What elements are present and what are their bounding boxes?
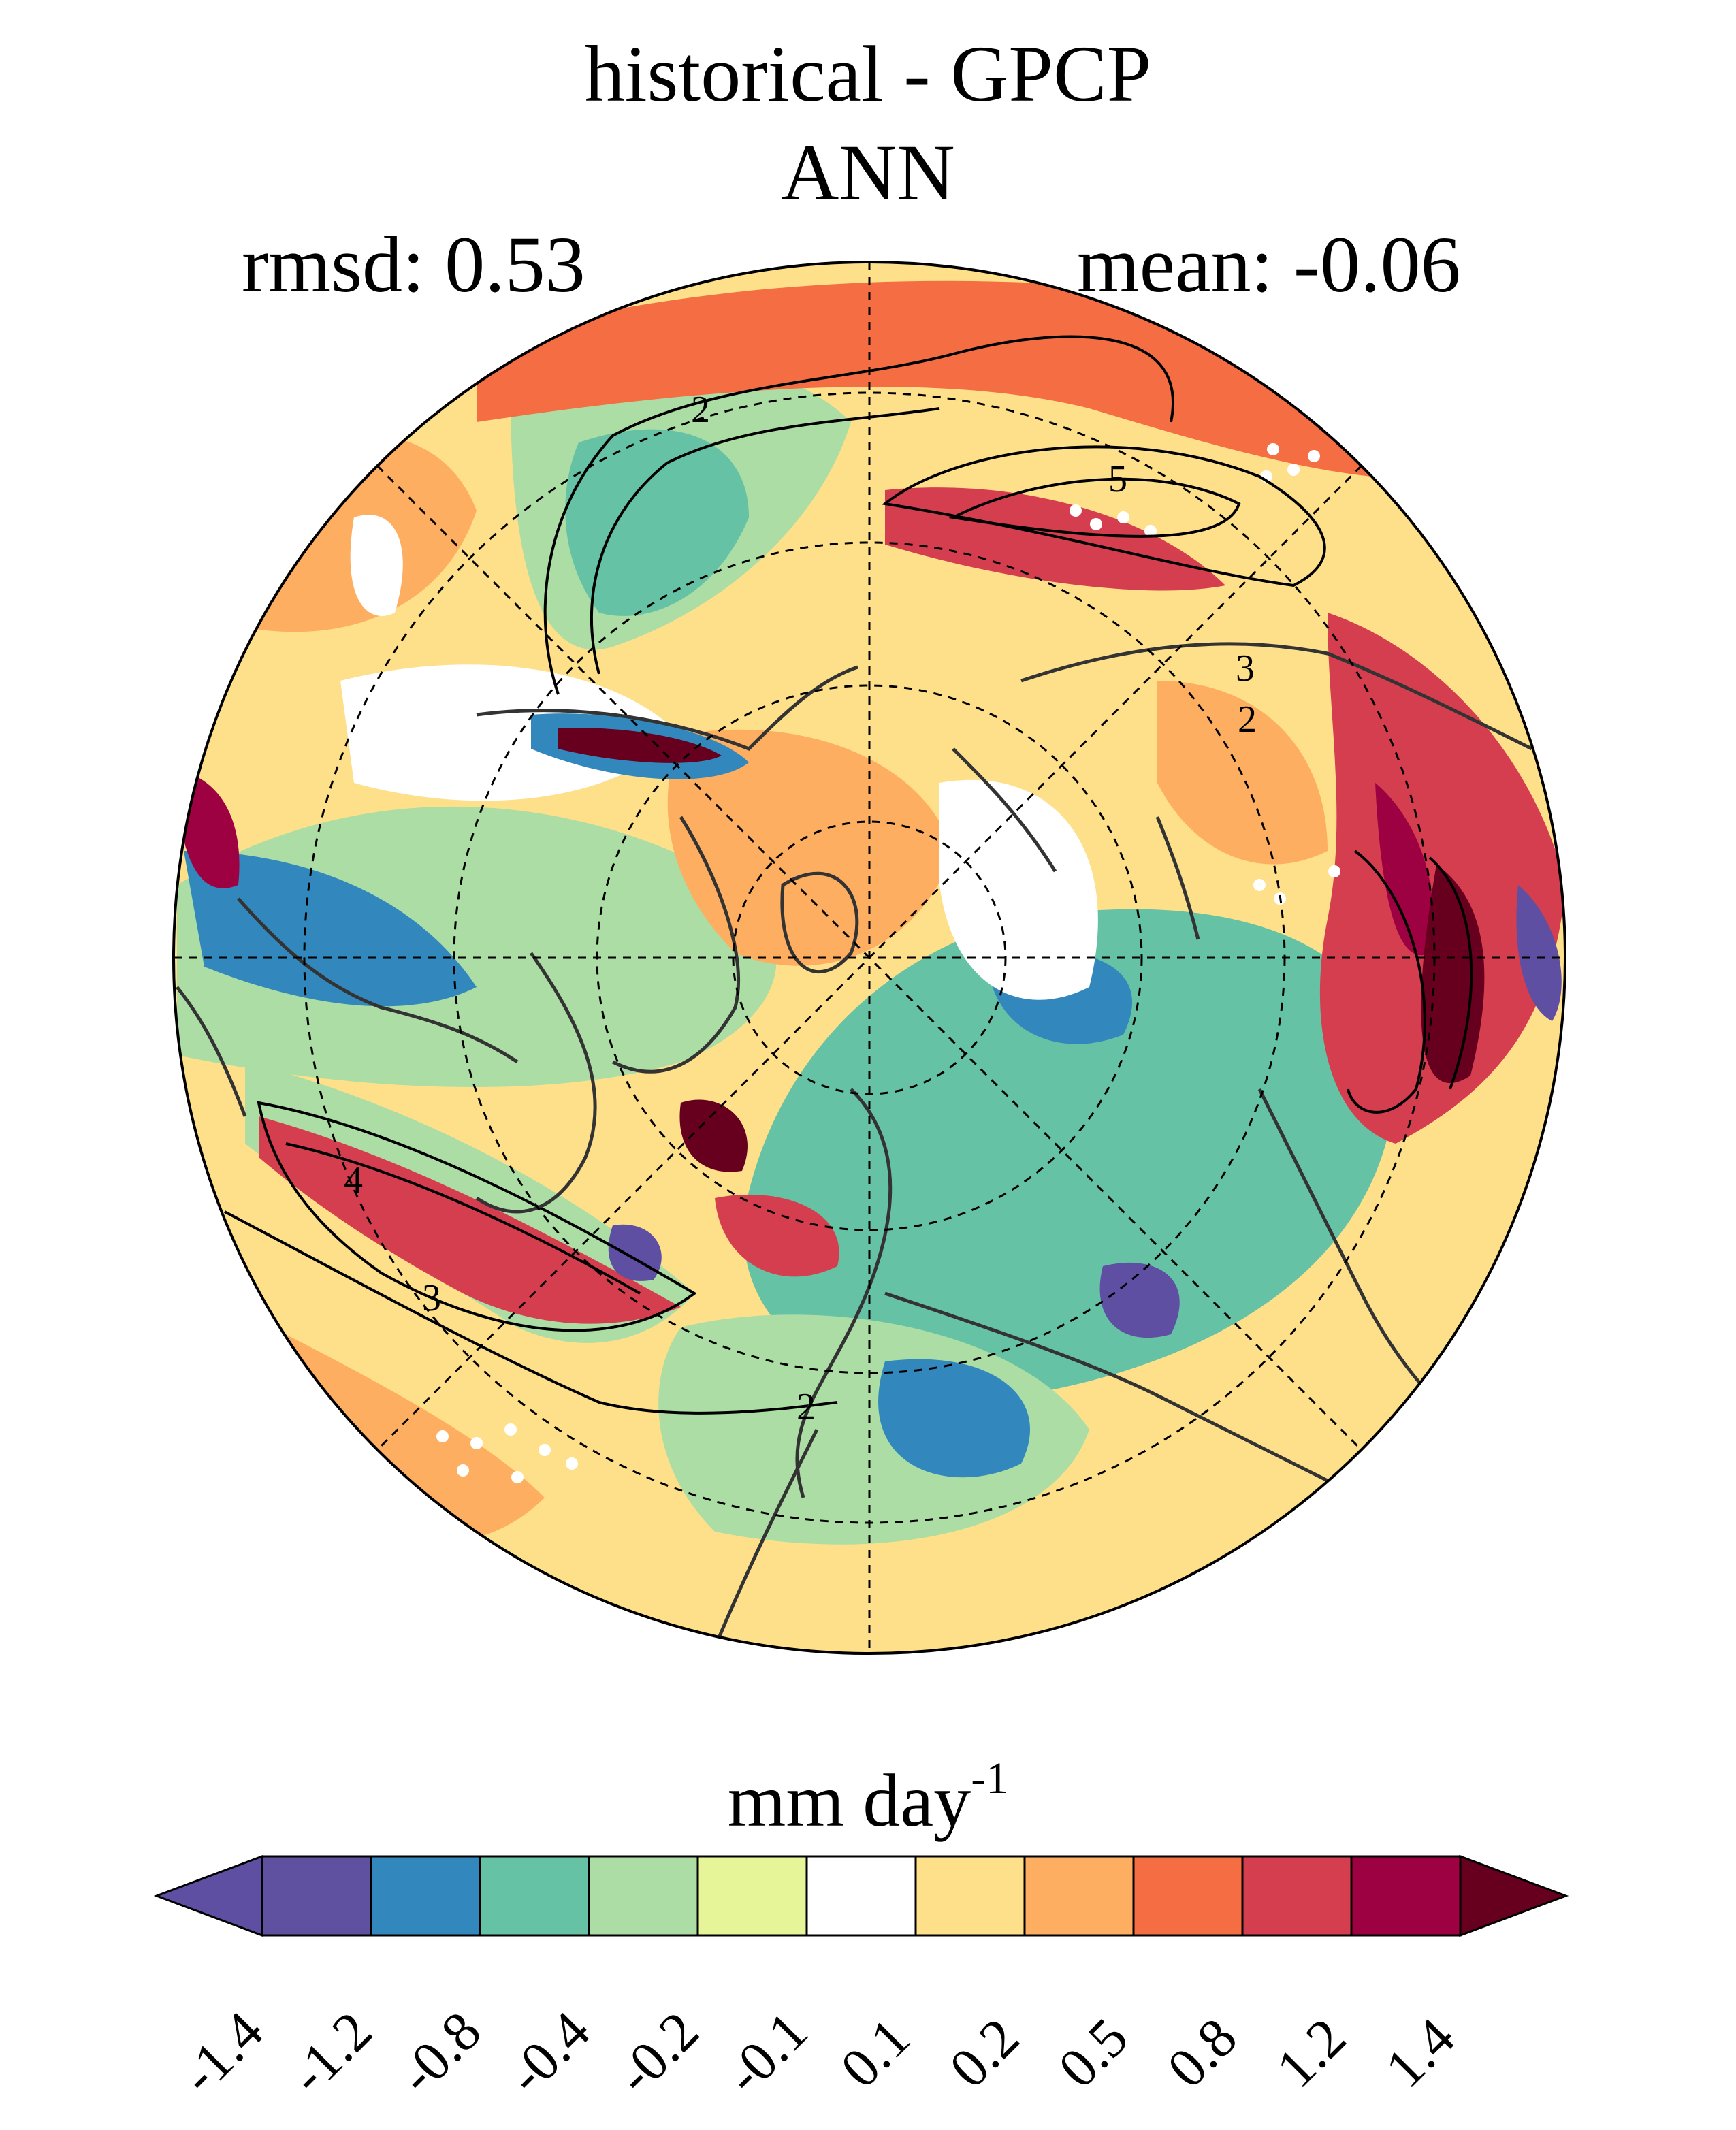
colorbar-swatch xyxy=(479,1855,590,1937)
colorbar-tick-label: -1.2 xyxy=(277,1999,383,2105)
contour-label: 4 xyxy=(344,1159,363,1201)
colorbar-extend-low xyxy=(153,1854,263,1937)
unit-base: mm day xyxy=(727,1759,971,1842)
map-boundary xyxy=(172,261,1566,1655)
colorbar-tick-label: -0.4 xyxy=(495,1999,601,2105)
colorbar-swatch xyxy=(588,1855,699,1937)
colorbar-swatch xyxy=(1241,1855,1353,1937)
colorbar-tick-label: 0.8 xyxy=(1155,2006,1249,2099)
colorbar-swatch xyxy=(370,1855,481,1937)
season-subtitle: ANN xyxy=(781,128,955,217)
colorbar-swatch xyxy=(1350,1855,1462,1937)
rmsd-label: rmsd: 0.53 xyxy=(242,220,585,309)
contour-label: 2 xyxy=(1238,698,1257,741)
colorbar-tick-label: 1.2 xyxy=(1264,2006,1357,2099)
colorbar-swatch xyxy=(261,1855,372,1937)
colorbar-tick-label: 0.5 xyxy=(1046,2006,1140,2099)
contour-label-group: 2 5 4 3 2 3 2 xyxy=(344,389,1257,1428)
colorbar-swatch xyxy=(1132,1855,1244,1937)
colorbar-swatch xyxy=(805,1855,917,1937)
colorbar-tick-label: -0.1 xyxy=(713,1999,819,2105)
coastlines xyxy=(176,642,1533,1648)
colorbar-tick-label: -0.2 xyxy=(604,1999,710,2105)
contour-label: 2 xyxy=(691,389,710,431)
colorbar-tick-label: 1.4 xyxy=(1373,2006,1466,2099)
colorbar-extend-high xyxy=(1459,1854,1569,1937)
unit-exponent: -1 xyxy=(971,1754,1009,1803)
colorbar-swatch xyxy=(914,1855,1026,1937)
contour-label: 2 xyxy=(797,1386,816,1428)
colorbar-tick-label: 0.2 xyxy=(937,2006,1031,2099)
colorbar-swatch xyxy=(1023,1855,1135,1937)
colorbar-swatch xyxy=(696,1855,808,1937)
map-title: historical - GPCP xyxy=(584,29,1152,118)
colorbar-tick-label: -0.8 xyxy=(386,1999,492,2105)
contour-label: 3 xyxy=(422,1277,441,1319)
contour-label: 5 xyxy=(1108,458,1127,500)
colorbar-tick-label: 0.1 xyxy=(829,2006,922,2099)
mean-label: mean: -0.06 xyxy=(1077,220,1461,309)
polar-map: 2 5 4 3 2 3 2 xyxy=(172,261,1566,1655)
colorbar-tick-labels: -1.4 -1.2 -0.8 -0.4 -0.2 -0.1 0.1 0.2 0.5 0.8 1.2 1… xyxy=(168,1999,1466,2105)
colorbar-unit: mm day-1 xyxy=(0,1754,1736,1839)
stippling xyxy=(436,443,1340,1483)
colorbar-tick-label: -1.4 xyxy=(168,1999,274,2105)
climatology-contours xyxy=(224,335,1473,1415)
contour-label: 3 xyxy=(1236,647,1255,690)
graticule xyxy=(174,262,1565,1653)
colorbar-swatches xyxy=(153,1854,1569,1937)
